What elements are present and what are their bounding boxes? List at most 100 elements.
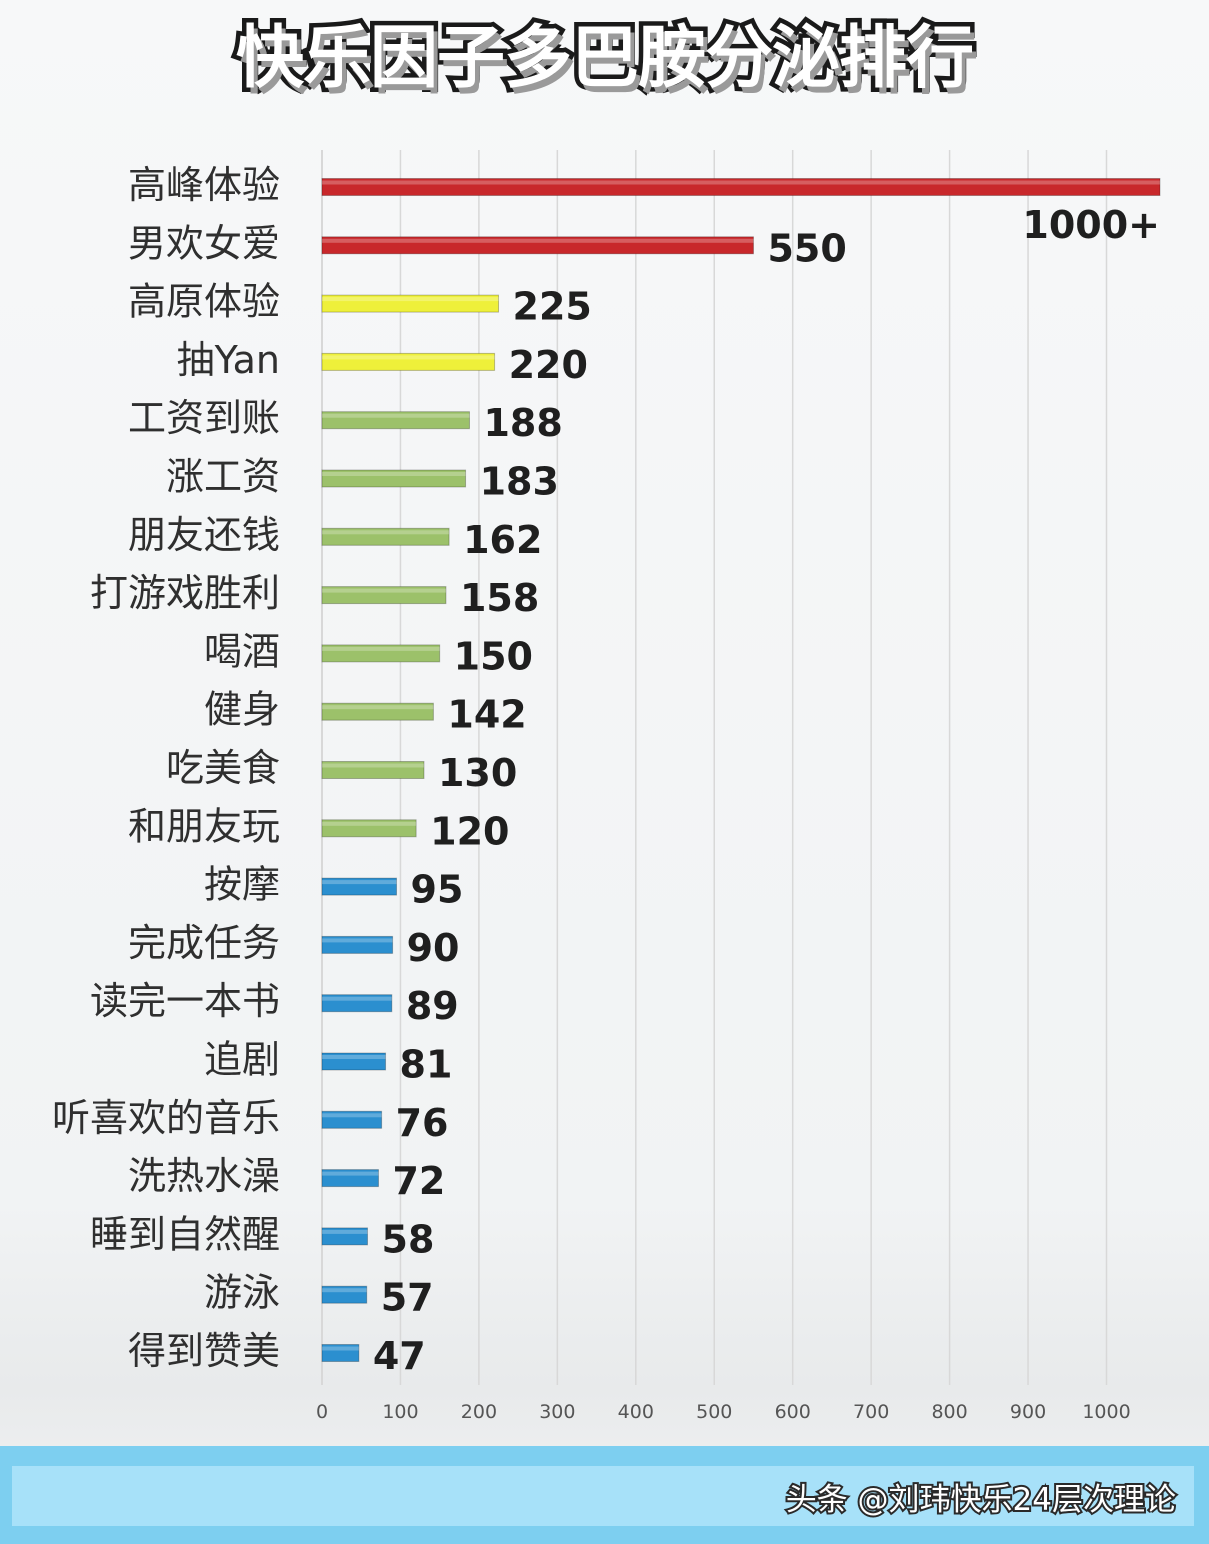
bar bbox=[321, 702, 434, 721]
bar-highlight bbox=[322, 821, 417, 826]
x-tick-label: 600 bbox=[775, 1401, 811, 1423]
value-label: 162 bbox=[463, 518, 542, 562]
bar-highlight bbox=[322, 413, 470, 418]
bar bbox=[321, 294, 500, 313]
bar-highlight bbox=[322, 880, 397, 885]
bar bbox=[321, 935, 394, 954]
bar bbox=[321, 411, 470, 430]
category-label: 朋友还钱 bbox=[128, 513, 280, 557]
watermark-bar: 头条 @刘玮快乐24层次理论 bbox=[0, 1446, 1209, 1544]
value-label: 58 bbox=[382, 1217, 435, 1261]
x-tick-label: 300 bbox=[539, 1401, 575, 1423]
value-label: 220 bbox=[509, 343, 588, 387]
category-label: 高原体验 bbox=[128, 280, 280, 324]
category-label: 涨工资 bbox=[166, 455, 280, 499]
bar bbox=[321, 761, 425, 779]
value-label: 183 bbox=[480, 460, 559, 504]
bar-highlight bbox=[322, 588, 446, 593]
category-label: 吃美食 bbox=[166, 746, 280, 790]
category-label: 健身 bbox=[204, 688, 280, 732]
category-label: 男欢女爱 bbox=[128, 221, 280, 265]
category-label: 按摩 bbox=[204, 863, 280, 907]
bar-highlight bbox=[322, 1346, 359, 1351]
x-tick-label: 400 bbox=[618, 1401, 654, 1423]
value-label: 188 bbox=[483, 401, 562, 445]
bar bbox=[321, 236, 754, 255]
value-label: 90 bbox=[407, 926, 460, 970]
value-label: 57 bbox=[381, 1276, 434, 1320]
bar bbox=[321, 352, 496, 371]
bar bbox=[321, 1344, 360, 1362]
category-label: 睡到自然醒 bbox=[90, 1212, 280, 1256]
category-label: 读完一本书 bbox=[90, 979, 280, 1023]
category-label: 喝酒 bbox=[204, 629, 280, 673]
x-tick-label: 900 bbox=[1010, 1401, 1046, 1423]
bar-highlight bbox=[322, 1171, 379, 1176]
bar-highlight bbox=[322, 1113, 382, 1118]
bar bbox=[321, 469, 467, 488]
bar-highlight bbox=[322, 938, 393, 943]
bar-chart: 0 100 200 300 400 500 600 700 800 900 1000 高峰体验 1000… bbox=[52, 150, 1161, 1423]
category-label: 高峰体验 bbox=[128, 163, 280, 207]
category-label: 得到赞美 bbox=[128, 1329, 280, 1373]
category-label: 打游戏胜利 bbox=[90, 571, 280, 615]
category-label: 工资到账 bbox=[128, 396, 280, 440]
value-label: 142 bbox=[447, 693, 526, 737]
bar bbox=[321, 527, 450, 546]
bar bbox=[321, 1169, 379, 1188]
bar bbox=[321, 819, 417, 838]
bar-highlight bbox=[322, 472, 466, 476]
category-label: 追剧 bbox=[204, 1038, 280, 1082]
bar-highlight bbox=[322, 355, 495, 360]
value-label: 130 bbox=[438, 751, 517, 795]
bars bbox=[321, 178, 1161, 1362]
x-tick-label: 700 bbox=[853, 1401, 889, 1423]
category-label: 抽Yan bbox=[177, 338, 280, 382]
bar-highlight bbox=[322, 297, 499, 302]
bar-highlight bbox=[322, 646, 440, 651]
x-tick-label: 0 bbox=[316, 1401, 328, 1423]
category-label: 完成任务 bbox=[128, 921, 280, 965]
bar bbox=[321, 877, 398, 896]
bar bbox=[321, 1285, 368, 1304]
x-tick-label: 200 bbox=[461, 1401, 497, 1423]
value-label: 1000+ bbox=[1022, 203, 1160, 247]
bar-highlight bbox=[322, 996, 392, 1001]
bar-highlight bbox=[322, 1229, 368, 1234]
labels: 0 100 200 300 400 500 600 700 800 900 1000 高峰体验 1000… bbox=[52, 163, 1160, 1423]
bar-highlight bbox=[322, 1055, 386, 1059]
value-label: 76 bbox=[396, 1101, 449, 1145]
category-label: 和朋友玩 bbox=[128, 804, 280, 848]
x-tick-label: 800 bbox=[931, 1401, 967, 1423]
value-label: 47 bbox=[373, 1334, 426, 1378]
bar bbox=[321, 644, 441, 663]
value-label: 95 bbox=[411, 868, 464, 912]
watermark-panel: 头条 @刘玮快乐24层次理论 bbox=[12, 1466, 1194, 1526]
bar bbox=[321, 1052, 387, 1071]
category-label: 游泳 bbox=[204, 1271, 280, 1315]
watermark-text: 头条 @刘玮快乐24层次理论 bbox=[784, 1480, 1178, 1520]
bar-highlight bbox=[322, 180, 1160, 185]
bar-highlight bbox=[322, 705, 434, 710]
category-label: 洗热水澡 bbox=[128, 1154, 280, 1198]
bar-highlight bbox=[322, 763, 424, 768]
chart-title: 快乐因子多巴胺分泌排行 bbox=[231, 15, 978, 103]
bar bbox=[321, 178, 1161, 196]
bar bbox=[321, 994, 393, 1013]
bar-highlight bbox=[322, 1288, 367, 1293]
bar-highlight bbox=[322, 238, 754, 243]
bar-highlight bbox=[322, 530, 450, 535]
bar bbox=[321, 1110, 383, 1129]
value-label: 89 bbox=[406, 984, 459, 1028]
value-label: 120 bbox=[430, 809, 509, 853]
value-label: 550 bbox=[767, 226, 846, 270]
x-tick-label: 1000 bbox=[1082, 1401, 1130, 1423]
value-label: 150 bbox=[454, 634, 533, 678]
value-label: 225 bbox=[513, 285, 592, 329]
bar bbox=[321, 586, 447, 605]
category-label: 听喜欢的音乐 bbox=[52, 1096, 280, 1140]
value-label: 81 bbox=[400, 1043, 453, 1087]
x-tick-label: 100 bbox=[382, 1401, 418, 1423]
bar bbox=[321, 1227, 369, 1246]
value-label: 158 bbox=[460, 576, 539, 620]
